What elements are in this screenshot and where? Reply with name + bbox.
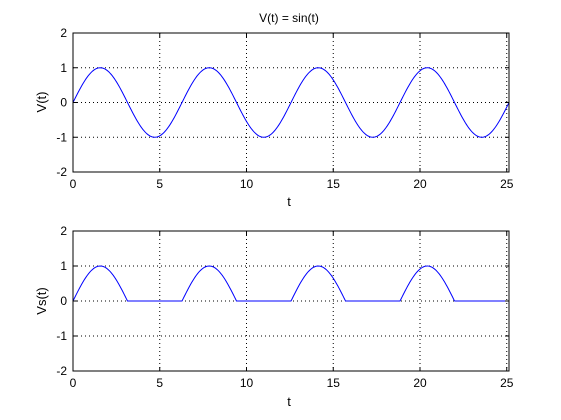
top-y-tick-label: -1 — [56, 130, 67, 144]
top-x-tick-label: 20 — [413, 177, 427, 191]
bottom-y-tick-label: -1 — [56, 329, 67, 343]
bottom-series-line — [72, 265, 509, 302]
bottom-y-axis-label: Vs(t) — [34, 287, 49, 314]
top-y-tick-label: 0 — [60, 96, 67, 110]
top-y-tick-label: 2 — [60, 26, 67, 40]
top-x-tick-label: 10 — [240, 177, 254, 191]
top-y-tick-label: -2 — [56, 165, 67, 179]
top-x-tick-label: 0 — [70, 177, 77, 191]
top-chart-title: V(t) = sin(t) — [259, 11, 319, 25]
top-x-tick-label: 25 — [500, 177, 514, 191]
bottom-y-tick-label: 1 — [60, 259, 67, 273]
top-series-line — [72, 67, 510, 138]
bottom-x-tick-label: 0 — [70, 376, 77, 390]
bottom-x-tick-label: 25 — [500, 376, 514, 390]
bottom-y-tick-label: 2 — [60, 224, 67, 238]
bottom-x-tick-label: 5 — [156, 376, 163, 390]
top-y-axis-label: V(t) — [34, 92, 49, 113]
top-x-tick-label: 5 — [156, 177, 163, 191]
top-x-axis-label: t — [287, 194, 291, 209]
bottom-x-tick-label: 15 — [327, 376, 341, 390]
bottom-y-tick-label: 0 — [60, 294, 67, 308]
bottom-x-tick-label: 20 — [413, 376, 427, 390]
top-x-tick-label: 15 — [327, 177, 341, 191]
bottom-axes: t Vs(t) 0 5 10 15 20 25 -2 -1 0 1 2 — [34, 224, 514, 409]
bottom-x-tick-label: 10 — [240, 376, 254, 390]
bottom-y-tick-label: -2 — [56, 364, 67, 378]
bottom-x-axis-label: t — [287, 394, 291, 409]
top-axes: V(t) = sin(t) t V(t) 0 5 10 15 20 25 -2 -1 0 1 2 — [34, 11, 514, 209]
top-y-tick-label: 1 — [60, 61, 67, 75]
